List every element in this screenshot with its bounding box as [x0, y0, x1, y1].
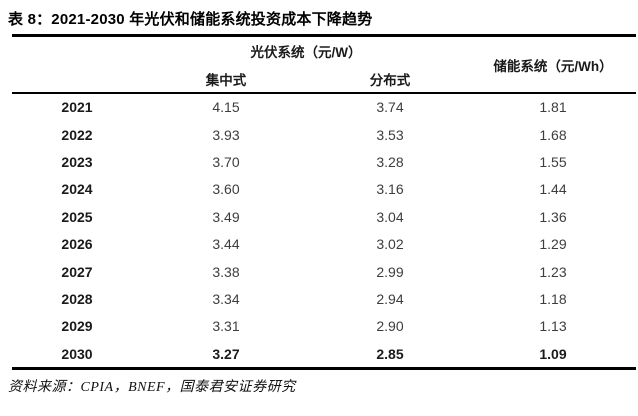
distributed-value-cell: 3.53: [376, 126, 404, 143]
table-row: 2023 3.70 3.28 1.55: [12, 148, 636, 175]
table-row: 2028 3.34 2.94 1.18: [12, 285, 636, 312]
year-cell: 2027: [61, 263, 93, 280]
centralized-value-cell: 3.49: [212, 208, 240, 225]
centralized-value-cell: 4.15: [212, 99, 240, 116]
centralized-value-cell: 3.27: [212, 345, 240, 362]
storage-system-header: 储能系统（元/Wh）: [493, 58, 613, 74]
distributed-value-cell: 3.16: [376, 181, 404, 198]
year-cell: 2021: [61, 99, 93, 116]
source-note: 资料来源：CPIA，BNEF，国泰君安证券研究: [8, 380, 296, 396]
storage-value-cell: 1.36: [539, 208, 567, 225]
table-title: 表 8：2021-2030 年光伏和储能系统投资成本下降趋势: [8, 11, 373, 28]
year-cell: 2022: [61, 126, 93, 143]
storage-value-cell: 1.29: [539, 236, 567, 253]
centralized-value-cell: 3.93: [212, 126, 240, 143]
cost-table: 2021 4.15 3.74 1.81 2022 3.93 3.53 1.68 …: [12, 94, 636, 368]
year-cell: 2023: [61, 153, 93, 170]
table-row: 2022 3.93 3.53 1.68: [12, 121, 636, 148]
year-cell: 2025: [61, 208, 93, 225]
storage-value-cell: 1.18: [539, 290, 567, 307]
year-cell: 2028: [61, 290, 93, 307]
centralized-value-cell: 3.34: [212, 290, 240, 307]
year-cell: 2026: [61, 236, 93, 253]
centralized-value-cell: 3.70: [212, 153, 240, 170]
distributed-value-cell: 3.28: [376, 153, 404, 170]
centralized-value-cell: 3.38: [212, 263, 240, 280]
pv-system-group-header: 光伏系统（元/W）: [250, 45, 362, 60]
centralized-value-cell: 3.44: [212, 236, 240, 253]
table-bottom-rule: [12, 367, 636, 371]
table-header: 光伏系统（元/W） 储能系统（元/Wh） 集中式 分布式: [12, 37, 636, 92]
distributed-value-cell: 3.74: [376, 99, 404, 116]
distributed-value-cell: 3.02: [376, 236, 404, 253]
storage-value-cell: 1.13: [539, 318, 567, 335]
distributed-subheader: 分布式: [369, 72, 411, 88]
distributed-value-cell: 2.99: [376, 263, 404, 280]
storage-value-cell: 1.55: [539, 153, 567, 170]
storage-value-cell: 1.23: [539, 263, 567, 280]
report-table-figure: 表 8：2021-2030 年光伏和储能系统投资成本下降趋势 光伏系统（元/W）…: [0, 10, 638, 416]
year-cell: 2029: [61, 318, 93, 335]
year-column-header-empty: [12, 37, 142, 92]
header-divider-rule: [12, 92, 636, 94]
table-row: 2029 3.31 2.90 1.13: [12, 313, 636, 340]
distributed-value-cell: 3.04: [376, 208, 404, 225]
storage-value-cell: 1.44: [539, 181, 567, 198]
distributed-value-cell: 2.85: [376, 345, 404, 362]
table-row: 2025 3.49 3.04 1.36: [12, 203, 636, 230]
distributed-value-cell: 2.90: [376, 318, 404, 335]
table-row-2030: 2030 3.27 2.85 1.09: [12, 340, 636, 367]
centralized-subheader: 集中式: [205, 72, 247, 88]
table-row: 2027 3.38 2.99 1.23: [12, 258, 636, 285]
storage-value-cell: 1.68: [539, 126, 567, 143]
table-row: 2026 3.44 3.02 1.29: [12, 230, 636, 257]
title-divider-rule: [12, 34, 636, 37]
year-cell: 2024: [61, 181, 93, 198]
centralized-value-cell: 3.60: [212, 181, 240, 198]
storage-value-cell: 1.81: [539, 99, 567, 116]
year-cell: 2030: [61, 345, 93, 362]
distributed-value-cell: 2.94: [376, 290, 404, 307]
table-row: 2021 4.15 3.74 1.81: [12, 94, 636, 121]
table-row: 2024 3.60 3.16 1.44: [12, 176, 636, 203]
storage-value-cell: 1.09: [539, 345, 567, 362]
centralized-value-cell: 3.31: [212, 318, 240, 335]
